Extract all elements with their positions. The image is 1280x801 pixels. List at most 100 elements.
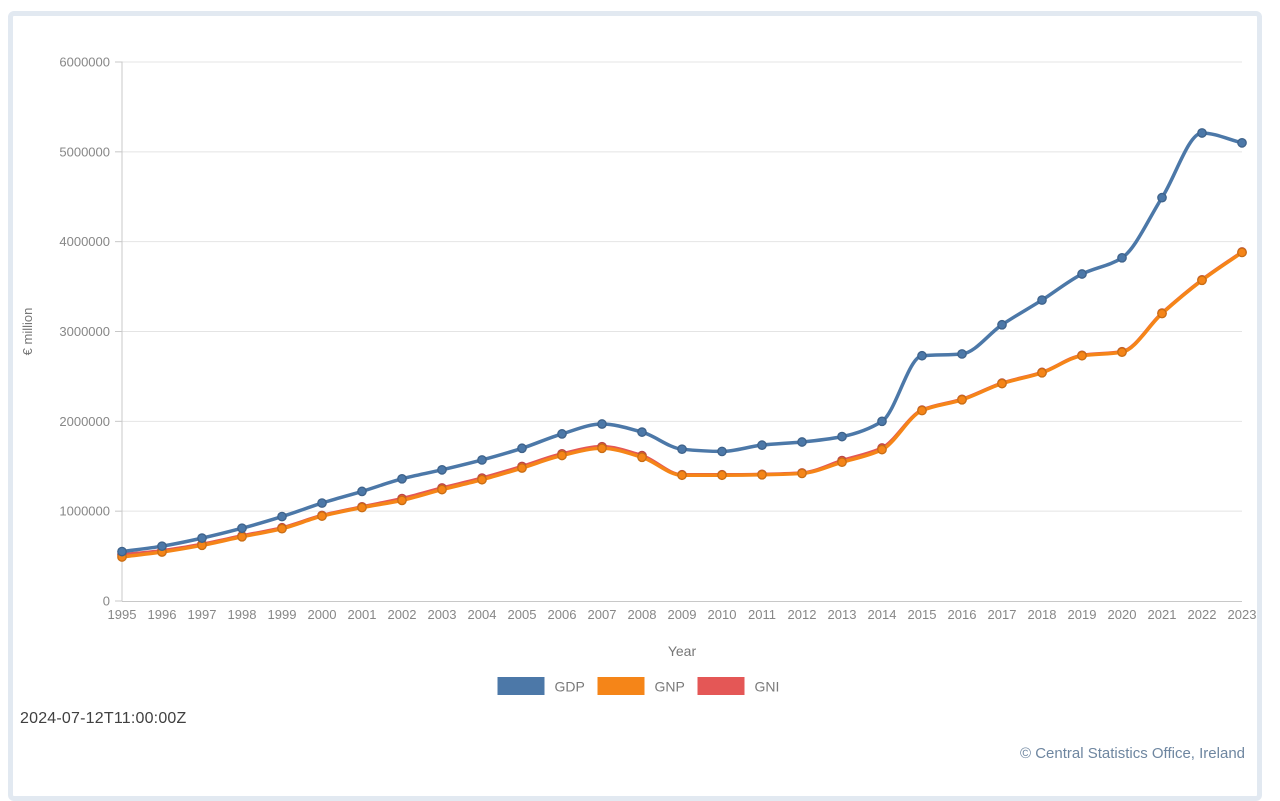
series-point-gnp <box>277 523 287 534</box>
legend-swatch-gni[interactable] <box>697 677 745 695</box>
y-tick-label: 5000000 <box>59 144 110 159</box>
y-tick-label: 6000000 <box>59 55 110 70</box>
series-point-gnp <box>757 469 767 480</box>
series-point-gdp <box>1117 252 1127 263</box>
x-tick-label: 1995 <box>108 607 137 622</box>
x-axis-title: Year <box>668 643 697 659</box>
legend-item-gni[interactable]: GNI <box>697 677 780 695</box>
series-point-gnp <box>397 495 407 506</box>
x-tick-label: 2015 <box>908 607 937 622</box>
x-tick-label: 2016 <box>948 607 977 622</box>
line-chart-svg: 0 1000000 2000000 3000000 4000000 5000000 6000… <box>20 55 1257 695</box>
series-point-gdp <box>957 349 967 359</box>
series-line-gdp <box>120 131 1244 554</box>
legend-swatch-gnp[interactable] <box>597 677 645 695</box>
series-point-gdp <box>677 444 687 455</box>
series-point-gdp <box>597 419 607 429</box>
series-point-gdp <box>317 498 327 508</box>
x-tick-label: 2012 <box>788 607 817 622</box>
series-point-gdp <box>1197 128 1207 138</box>
series-point-gnp <box>437 484 447 495</box>
x-tick-label: 1999 <box>268 607 297 622</box>
x-tick-label: 2017 <box>988 607 1017 622</box>
x-tick-label: 2000 <box>308 607 337 622</box>
series-point-gnp <box>837 457 847 468</box>
series-point-gnp <box>1117 347 1127 358</box>
legend-label-gdp[interactable]: GDP <box>555 679 585 695</box>
x-tick-label: 2013 <box>828 607 857 622</box>
x-tick-label: 2006 <box>548 607 577 622</box>
series-point-gdp <box>237 523 247 534</box>
series-point-gnp <box>597 443 607 454</box>
series-point-gdp <box>877 416 887 427</box>
x-tick-label: 2023 <box>1228 607 1257 622</box>
x-tick-label: 2008 <box>628 607 657 622</box>
x-tick-label: 2020 <box>1108 607 1137 622</box>
series-point-gnp <box>1157 308 1167 319</box>
legend-item-gdp[interactable]: GDP <box>497 677 585 695</box>
x-tick-label: 2019 <box>1068 607 1097 622</box>
x-tick-label: 2011 <box>748 607 776 622</box>
series-point-gdp <box>117 546 127 557</box>
y-tick-label: 0 <box>103 594 110 609</box>
x-tick-label: 1998 <box>228 607 257 622</box>
legend-label-gnp[interactable]: GNP <box>655 679 685 695</box>
y-axis-title: € million <box>20 308 35 356</box>
series-point-gdp <box>757 440 767 450</box>
x-tick-label: 2004 <box>468 607 497 622</box>
series-point-gdp <box>997 319 1007 330</box>
series-point-gdp <box>1157 192 1167 203</box>
series-point-gdp <box>637 427 647 437</box>
series-point-gnp <box>957 394 967 405</box>
series-point-gdp <box>397 473 407 484</box>
series-point-gdp <box>1077 269 1087 279</box>
x-tick-label: 2003 <box>428 607 457 622</box>
y-tick-label: 1000000 <box>59 504 110 519</box>
series-point-gnp <box>1077 350 1087 361</box>
x-tick-label: 2001 <box>348 607 377 622</box>
series-point-gdp <box>917 350 927 361</box>
series-point-gdp <box>357 486 367 497</box>
series-point-gnp <box>717 470 727 481</box>
legend-item-gnp[interactable]: GNP <box>597 677 685 695</box>
series-point-gdp <box>477 455 487 465</box>
series-point-gdp <box>517 443 527 454</box>
series-point-gdp <box>717 446 727 457</box>
attribution-link[interactable]: © Central Statistics Office, Ireland <box>1019 745 1245 762</box>
series-point-gnp <box>1197 275 1207 286</box>
series-point-gnp <box>517 463 527 473</box>
series-point-gdp <box>277 511 287 522</box>
x-tick-label: 1997 <box>188 607 217 622</box>
x-tick-label: 2009 <box>668 607 697 622</box>
series-point-gdp <box>197 533 207 543</box>
series-point-gdp <box>157 541 167 552</box>
y-tick-label: 3000000 <box>59 324 110 339</box>
series-point-gdp <box>1237 138 1247 148</box>
x-tick-label: 2005 <box>508 607 537 622</box>
chart-timestamp: 2024-07-12T11:00:00Z <box>20 710 187 727</box>
x-tick-label: 2014 <box>868 607 897 622</box>
series-point-gnp <box>317 511 327 521</box>
series-point-gnp <box>637 452 647 463</box>
x-tick-label: 2022 <box>1188 607 1217 622</box>
x-tick-label: 2002 <box>388 607 417 622</box>
legend-swatch-gdp[interactable] <box>497 677 545 695</box>
series-point-gnp <box>1237 247 1247 258</box>
y-tick-label: 2000000 <box>59 414 110 429</box>
chart-card <box>8 11 1262 801</box>
series-point-gnp <box>797 468 807 479</box>
series-point-gnp <box>557 450 567 461</box>
series-point-gdp <box>557 429 567 439</box>
series-point-gdp <box>437 464 447 475</box>
series-line-gni <box>120 250 1244 557</box>
series-point-gnp <box>357 502 367 513</box>
y-tick-label: 4000000 <box>59 234 110 249</box>
series-point-gnp <box>917 405 927 416</box>
series-point-gdp <box>837 431 847 442</box>
x-tick-label: 2018 <box>1028 607 1057 622</box>
series-point-gnp <box>1037 367 1047 378</box>
series-point-gnp <box>997 378 1007 389</box>
legend-label-gni[interactable]: GNI <box>755 679 780 695</box>
series-point-gdp <box>1037 295 1047 305</box>
series-point-gdp <box>797 437 807 447</box>
